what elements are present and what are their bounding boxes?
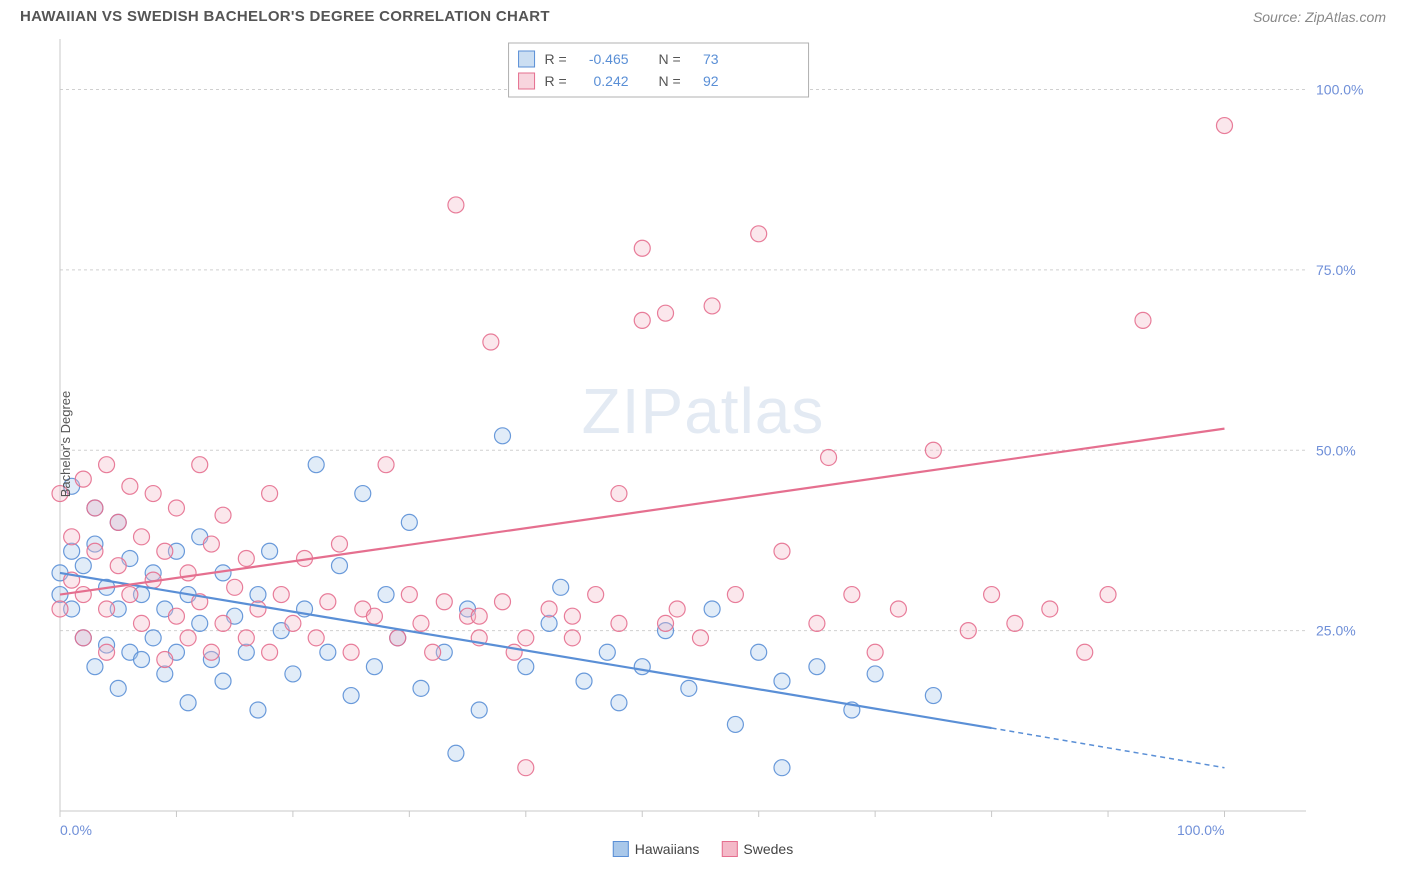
- svg-text:50.0%: 50.0%: [1316, 442, 1356, 458]
- y-axis-label: Bachelor's Degree: [58, 391, 73, 498]
- chart-title: HAWAIIAN VS SWEDISH BACHELOR'S DEGREE CO…: [20, 8, 550, 25]
- chart-container: Bachelor's Degree ZIPatlas 0.0%100.0%25.…: [20, 29, 1386, 859]
- svg-text:N =: N =: [659, 51, 681, 67]
- svg-text:0.242: 0.242: [594, 73, 629, 89]
- svg-text:R =: R =: [545, 73, 567, 89]
- svg-text:75.0%: 75.0%: [1316, 262, 1356, 278]
- legend-item-hawaiians: Hawaiians: [613, 841, 700, 857]
- legend-label: Swedes: [743, 841, 793, 857]
- scatter-plot: 0.0% 100.0% 25.0% 50.0% 75.0% 100.0% R = -0.465…: [20, 29, 1386, 859]
- svg-text:0.0%: 0.0%: [60, 822, 92, 838]
- legend-swatch-icon: [613, 841, 629, 857]
- svg-text:-0.465: -0.465: [589, 51, 629, 67]
- svg-text:100.0%: 100.0%: [1177, 822, 1224, 838]
- legend-item-swedes: Swedes: [721, 841, 793, 857]
- svg-text:R =: R =: [545, 51, 567, 67]
- legend-label: Hawaiians: [635, 841, 700, 857]
- svg-text:92: 92: [703, 73, 719, 89]
- source-label: Source: ZipAtlas.com: [1253, 9, 1386, 25]
- legend-swatch-icon: [721, 841, 737, 857]
- svg-text:25.0%: 25.0%: [1316, 623, 1356, 639]
- svg-text:73: 73: [703, 51, 719, 67]
- svg-text:100.0%: 100.0%: [1316, 82, 1363, 98]
- svg-text:N =: N =: [659, 73, 681, 89]
- bottom-legend: Hawaiians Swedes: [613, 841, 793, 857]
